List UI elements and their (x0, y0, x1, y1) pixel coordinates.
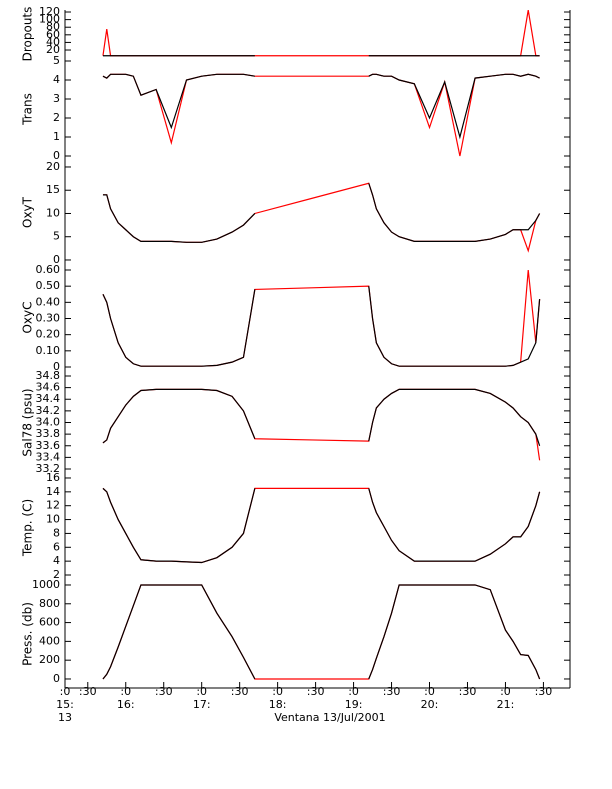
y-tick-label: 14 (46, 485, 60, 498)
y-tick-label: 34.4 (36, 392, 61, 405)
y-tick-label: 2 (53, 568, 60, 581)
x-tick-label: :30 (307, 685, 325, 698)
hour-label: 21: (497, 698, 515, 711)
hour-label: 15: (56, 698, 74, 711)
y-tick-label: 120 (39, 5, 60, 18)
data-line (102, 487, 541, 564)
hour-label: 19: (345, 698, 363, 711)
y-tick-label: 2 (53, 111, 60, 124)
x-tick-label: :0 (272, 685, 283, 698)
y-tick-label: 16 (46, 471, 60, 484)
y-tick-label: 33.2 (36, 462, 61, 475)
x-tick-label: :30 (383, 685, 401, 698)
hour-label: 17: (193, 698, 211, 711)
y-axis-label: Dropouts (21, 7, 35, 62)
data-line (102, 73, 540, 157)
y-tick-label: 1 (53, 130, 60, 143)
x-tick-label: :0 (60, 685, 71, 698)
y-tick-label: 100 (39, 13, 60, 26)
y-tick-label: 34.0 (36, 416, 61, 429)
y-tick-label: 4 (53, 554, 60, 567)
y-axis-label: OxyC (21, 301, 35, 333)
y-tick-label: 0 (53, 149, 60, 162)
y-tick-label: 0 (53, 360, 60, 373)
y-tick-label: 34.6 (36, 381, 61, 394)
y-tick-label: 34.8 (36, 369, 61, 382)
y-tick-label: 12 (46, 499, 60, 512)
start-minute: 13 (58, 711, 72, 724)
y-tick-label: 0.60 (36, 263, 61, 276)
y-tick-label: 0 (53, 253, 60, 266)
y-tick-label: 3 (53, 92, 60, 105)
y-tick-label: 600 (39, 616, 60, 629)
data-line (102, 584, 541, 680)
y-tick-label: 80 (46, 20, 60, 33)
y-tick-label: 800 (39, 597, 60, 610)
y-axis-label: Sal78 (psu) (21, 388, 35, 456)
y-tick-label: 40 (46, 35, 60, 48)
x-tick-label: :0 (196, 685, 207, 698)
data-line (102, 286, 541, 367)
y-tick-label: 0.40 (36, 295, 61, 308)
hour-label: 16: (117, 698, 135, 711)
y-tick-label: 0.50 (36, 279, 61, 292)
data-line (102, 388, 541, 446)
x-tick-label: :30 (535, 685, 553, 698)
y-tick-label: 0.10 (36, 344, 61, 357)
hour-label: 18: (269, 698, 287, 711)
y-tick-label: 10 (46, 513, 60, 526)
x-tick-label: :0 (120, 685, 131, 698)
y-tick-label: 0.30 (36, 312, 61, 325)
x-tick-label: :0 (500, 685, 511, 698)
y-tick-label: 5 (53, 54, 60, 67)
y-tick-label: 33.4 (36, 450, 61, 463)
y-tick-label: 33.8 (36, 427, 61, 440)
x-tick-label: :0 (424, 685, 435, 698)
x-tick-label: :30 (155, 685, 173, 698)
y-tick-label: 10 (46, 206, 60, 219)
y-axis-label: Trans (21, 93, 35, 126)
y-tick-label: 200 (39, 653, 60, 666)
hour-label: 20: (421, 698, 439, 711)
y-tick-label: 34.2 (36, 404, 61, 417)
x-axis-label: Ventana 13/Jul/2001 (274, 711, 385, 724)
y-tick-label: 15 (46, 183, 60, 196)
y-tick-label: 6 (53, 540, 60, 553)
y-axis-label: OxyT (21, 196, 35, 228)
data-line (102, 182, 541, 253)
x-tick-label: :0 (348, 685, 359, 698)
y-tick-label: 60 (46, 28, 60, 41)
data-line (102, 388, 541, 461)
y-tick-label: 8 (53, 526, 60, 539)
y-tick-label: 400 (39, 634, 60, 647)
data-line (102, 487, 541, 564)
data-line (102, 73, 540, 140)
data-line (102, 584, 541, 680)
data-line (102, 10, 540, 57)
x-tick-label: :30 (79, 685, 97, 698)
y-tick-label: 20 (46, 43, 60, 56)
y-tick-label: 1000 (32, 578, 60, 591)
y-axis-label: Temp. (C) (21, 499, 35, 557)
y-tick-label: 0.20 (36, 328, 61, 341)
y-tick-label: 20 (46, 160, 60, 173)
y-tick-label: 4 (53, 73, 60, 86)
data-line (102, 269, 541, 367)
y-tick-label: 5 (53, 230, 60, 243)
data-line (102, 183, 541, 243)
y-tick-label: 33.6 (36, 439, 61, 452)
y-tick-label: 0 (53, 672, 60, 685)
x-tick-label: :30 (231, 685, 249, 698)
x-tick-label: :30 (459, 685, 477, 698)
y-axis-label: Press. (db) (21, 602, 35, 666)
